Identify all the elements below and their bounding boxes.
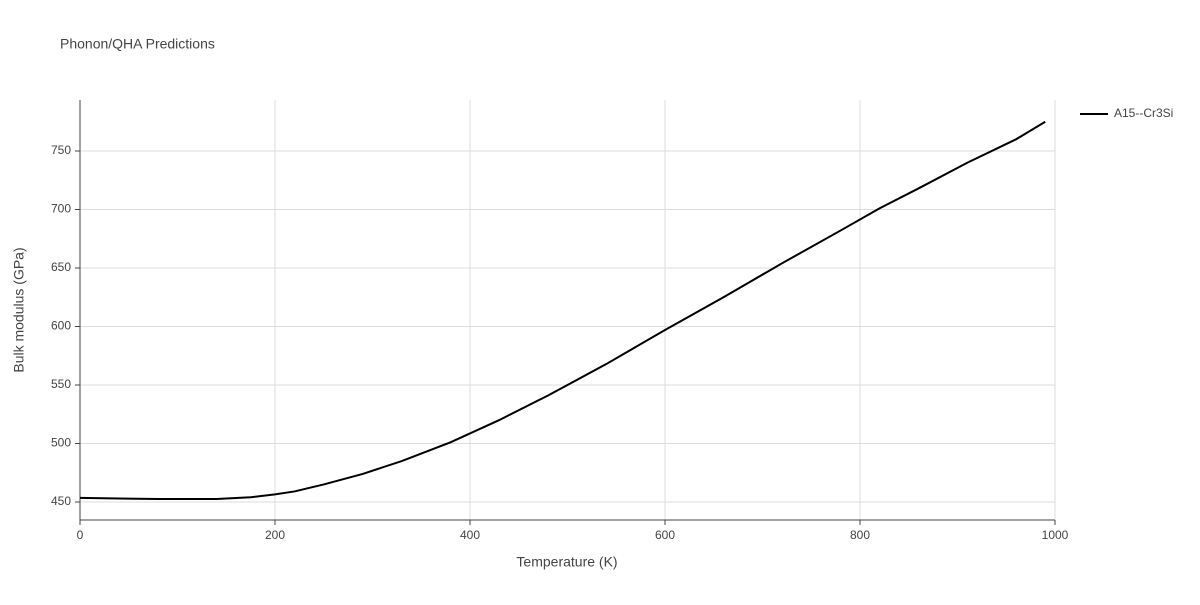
x-tick-label: 200	[265, 528, 285, 542]
y-tick-label: 450	[51, 494, 71, 508]
x-tick-label: 600	[655, 528, 675, 542]
y-tick-label: 650	[51, 260, 71, 274]
y-tick-label: 600	[51, 319, 71, 333]
x-tick-label: 0	[77, 528, 84, 542]
x-axis-label: Temperature (K)	[516, 554, 617, 570]
y-tick-label: 550	[51, 377, 71, 391]
y-axis-label: Bulk modulus (GPa)	[11, 247, 27, 372]
y-tick-label: 750	[51, 143, 71, 157]
y-tick-label: 500	[51, 436, 71, 450]
x-tick-label: 800	[850, 528, 870, 542]
x-tick-label: 1000	[1042, 528, 1069, 542]
chart-title: Phonon/QHA Predictions	[60, 36, 215, 52]
data-line	[79, 120, 1046, 501]
legend-label: A15--Cr3Si	[1114, 106, 1173, 120]
y-tick-label: 700	[51, 202, 71, 216]
x-tick-label: 400	[460, 528, 480, 542]
